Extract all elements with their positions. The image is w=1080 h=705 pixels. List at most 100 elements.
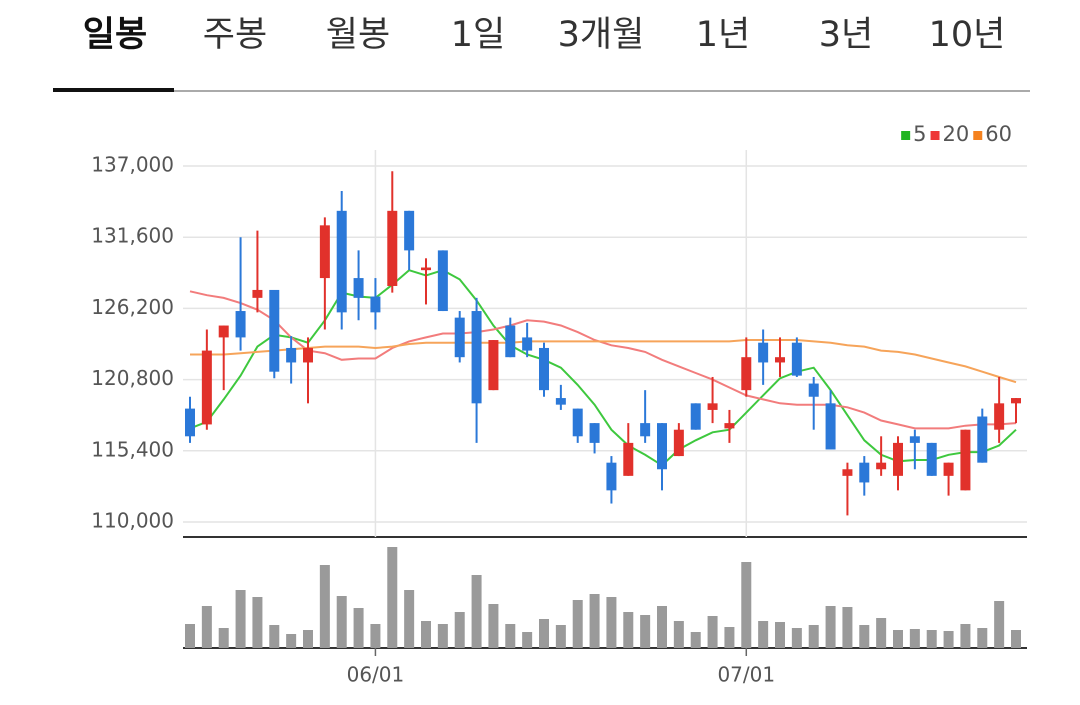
volume-bar	[185, 624, 195, 648]
tab[interactable]: 3년	[819, 15, 873, 55]
y-tick-label: 110,000	[91, 509, 174, 533]
candle-body	[319, 225, 330, 279]
y-tick-label: 137,000	[91, 153, 174, 177]
y-tick-label: 131,600	[91, 224, 174, 248]
legend-swatch	[901, 131, 911, 140]
volume-bar	[387, 547, 398, 648]
candle-body	[943, 462, 954, 476]
volume-bar	[437, 624, 448, 648]
candle-body	[454, 317, 465, 358]
legend-swatch	[930, 131, 940, 140]
volume-bar	[303, 630, 313, 648]
candle-body	[437, 250, 448, 312]
volume-bar	[707, 616, 718, 648]
candle-body	[539, 347, 549, 391]
volume-bar	[842, 607, 853, 648]
candle-body	[589, 423, 600, 443]
tab[interactable]: 10년	[929, 15, 1006, 55]
y-tick-label: 115,400	[91, 437, 174, 461]
legend-label: 60	[985, 122, 1012, 146]
candle-body	[488, 340, 499, 391]
candle-body	[606, 462, 617, 491]
candle-body	[707, 403, 718, 410]
candle-body	[673, 429, 684, 457]
candle-body	[657, 423, 667, 470]
candle-body	[808, 383, 819, 397]
candle-body	[825, 403, 836, 450]
tab[interactable]: 3개월	[558, 15, 645, 55]
volume-bar	[201, 606, 212, 648]
volume-bar	[859, 625, 870, 648]
x-tick-label: 07/01	[717, 663, 775, 687]
volume-bar	[488, 604, 499, 648]
x-tick-label: 06/01	[347, 663, 405, 687]
candle-body	[286, 347, 297, 363]
moving-average-line	[190, 339, 1017, 384]
candle-body	[303, 347, 313, 363]
volume-bar	[319, 565, 330, 648]
candle-body	[471, 311, 482, 404]
candle-body	[252, 289, 263, 298]
volume-bar	[640, 615, 651, 648]
candle-body	[336, 210, 347, 313]
volume-bar	[555, 625, 566, 648]
candle-body	[522, 337, 533, 351]
volume-bar	[404, 590, 415, 648]
candle-body	[218, 325, 229, 338]
volume-bar	[690, 632, 701, 648]
candle-body	[370, 296, 381, 313]
candle-body	[404, 210, 415, 251]
volume-bar	[808, 625, 819, 648]
candle-body	[353, 278, 364, 298]
candle-body	[201, 350, 212, 425]
volume-bar	[606, 597, 617, 648]
volume-bar	[572, 600, 583, 648]
moving-average-line	[189, 269, 1017, 467]
volume-bar	[623, 612, 634, 648]
tab[interactable]: 1년	[696, 15, 750, 55]
volume-bar	[909, 629, 920, 648]
candle-body	[572, 408, 583, 437]
volume-bar	[471, 575, 482, 648]
candle-body	[185, 408, 195, 437]
legend-swatch	[973, 131, 983, 140]
candle-body	[741, 357, 752, 391]
volume-bar	[370, 624, 381, 648]
volume-bar	[960, 624, 971, 648]
candle-body	[926, 442, 937, 476]
candle-body	[893, 442, 903, 476]
volume-bar	[336, 596, 347, 648]
tab[interactable]: 주봉	[203, 15, 267, 55]
candle-body	[909, 436, 920, 443]
volume-bar	[977, 628, 988, 648]
candle-body	[623, 442, 634, 476]
volume-bar	[539, 619, 549, 648]
volume-bar	[673, 621, 684, 648]
volume-bar	[775, 622, 785, 648]
candle-body	[842, 469, 853, 476]
candle-body	[758, 342, 769, 363]
volume-bar	[791, 628, 802, 648]
volume-bar	[353, 608, 364, 648]
volume-bar	[505, 624, 516, 648]
candle-body	[1011, 398, 1021, 404]
volume-bar	[893, 630, 903, 648]
tab[interactable]: 월봉	[326, 15, 390, 55]
candle-body	[859, 462, 870, 483]
volume-bar	[286, 634, 297, 648]
candle-body	[421, 267, 431, 271]
volume-bar	[252, 597, 263, 648]
volume-bar	[657, 606, 667, 648]
volume-bar	[589, 594, 600, 648]
tab[interactable]: 일봉	[83, 15, 147, 55]
volume-bar	[876, 618, 887, 648]
candle-body	[960, 429, 971, 491]
volume-bar	[926, 630, 937, 648]
candle-body	[994, 403, 1005, 430]
volume-bar	[1011, 630, 1021, 648]
candle-body	[876, 462, 887, 470]
volume-bar	[218, 628, 229, 648]
volume-bar	[522, 632, 533, 648]
tab[interactable]: 1일	[451, 15, 505, 55]
